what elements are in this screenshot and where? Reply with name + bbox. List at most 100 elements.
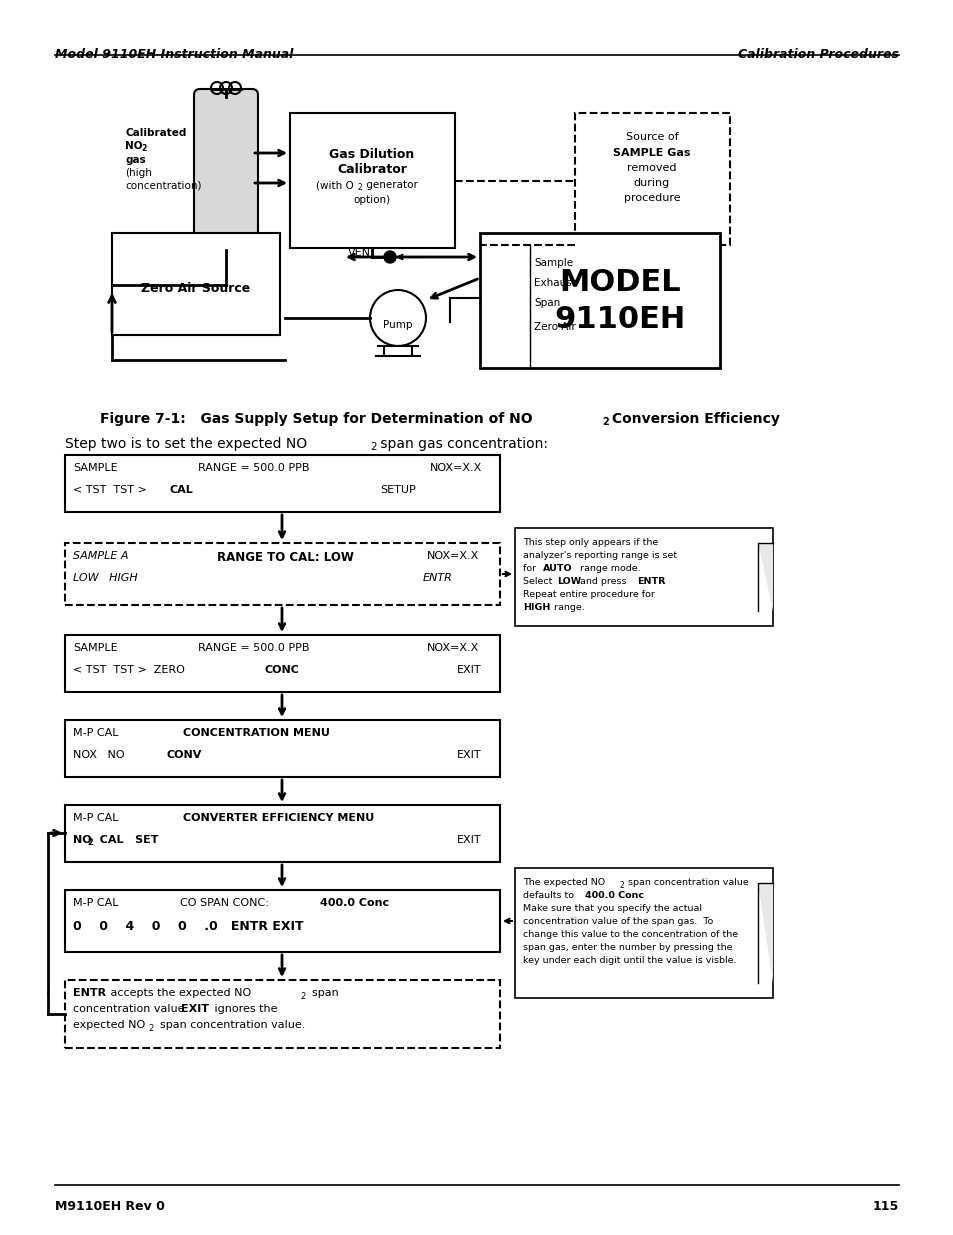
Text: procedure: procedure xyxy=(623,193,679,203)
Text: (high: (high xyxy=(125,168,152,178)
Text: 2: 2 xyxy=(141,144,146,153)
Text: 2: 2 xyxy=(299,992,305,1002)
Text: This step only appears if the: This step only appears if the xyxy=(522,538,658,547)
Text: NOX=X.X: NOX=X.X xyxy=(427,643,478,653)
Text: SAMPLE Gas: SAMPLE Gas xyxy=(613,148,690,158)
Text: span gas concentration:: span gas concentration: xyxy=(375,437,547,451)
Bar xyxy=(575,112,729,245)
Text: SETUP: SETUP xyxy=(379,485,416,495)
Text: CONV: CONV xyxy=(167,750,202,760)
Text: Span: Span xyxy=(534,298,559,308)
Text: key under each digit until the value is visble.: key under each digit until the value is … xyxy=(522,956,736,965)
Text: SAMPLE: SAMPLE xyxy=(73,463,117,473)
Text: range mode.: range mode. xyxy=(577,564,640,573)
Text: concentration value.: concentration value. xyxy=(73,1004,192,1014)
Text: 2: 2 xyxy=(619,881,624,890)
Text: CONC: CONC xyxy=(265,664,299,676)
Text: 2: 2 xyxy=(357,183,362,191)
Polygon shape xyxy=(758,883,772,983)
Bar xyxy=(65,890,499,952)
Text: 400.0 Conc: 400.0 Conc xyxy=(584,890,643,900)
Bar xyxy=(290,112,455,248)
Bar xyxy=(479,233,720,368)
Text: M-P CAL: M-P CAL xyxy=(73,727,118,739)
Text: LOW   HIGH: LOW HIGH xyxy=(73,573,137,583)
Text: Calibrator: Calibrator xyxy=(336,163,407,177)
Text: for: for xyxy=(522,564,538,573)
Text: change this value to the concentration of the: change this value to the concentration o… xyxy=(522,930,738,939)
Text: Repeat entire procedure for: Repeat entire procedure for xyxy=(522,590,654,599)
Text: Zero Air: Zero Air xyxy=(534,322,576,332)
Text: M-P CAL: M-P CAL xyxy=(73,898,118,908)
Text: span concentration value: span concentration value xyxy=(624,878,748,887)
Text: LOW: LOW xyxy=(557,577,580,585)
Text: 2: 2 xyxy=(601,417,608,427)
Bar xyxy=(515,868,772,998)
Text: RANGE = 500.0 PPB: RANGE = 500.0 PPB xyxy=(198,643,309,653)
Text: accepts the expected NO: accepts the expected NO xyxy=(107,988,251,998)
Bar xyxy=(112,233,280,335)
Text: EXIT: EXIT xyxy=(181,1004,209,1014)
Text: expected NO: expected NO xyxy=(73,1020,145,1030)
Text: ignores the: ignores the xyxy=(211,1004,277,1014)
Text: NOX=X.X: NOX=X.X xyxy=(427,551,478,561)
Text: Figure 7-1:   Gas Supply Setup for Determination of NO: Figure 7-1: Gas Supply Setup for Determi… xyxy=(100,412,532,426)
Text: M9110EH Rev 0: M9110EH Rev 0 xyxy=(55,1200,165,1213)
Text: NO: NO xyxy=(73,835,91,845)
Text: ENTR: ENTR xyxy=(637,577,664,585)
Text: during: during xyxy=(633,178,669,188)
Text: ENTR: ENTR xyxy=(73,988,106,998)
Text: gas: gas xyxy=(125,156,146,165)
Bar xyxy=(65,981,499,1049)
Text: HIGH: HIGH xyxy=(522,603,550,613)
Text: Zero Air Source: Zero Air Source xyxy=(141,282,251,295)
Text: defaults to: defaults to xyxy=(522,890,577,900)
Text: analyzer's reporting range is set: analyzer's reporting range is set xyxy=(522,551,677,559)
Text: span: span xyxy=(305,988,338,998)
Text: CAL: CAL xyxy=(170,485,193,495)
Text: RANGE TO CAL: LOW: RANGE TO CAL: LOW xyxy=(216,551,354,564)
Text: CONVERTER EFFICIENCY MENU: CONVERTER EFFICIENCY MENU xyxy=(183,813,374,823)
Circle shape xyxy=(384,251,395,263)
Text: span concentration value.: span concentration value. xyxy=(152,1020,305,1030)
Text: Source of: Source of xyxy=(625,132,678,142)
Text: SAMPLE: SAMPLE xyxy=(73,643,117,653)
Text: M-P CAL: M-P CAL xyxy=(73,813,118,823)
Bar xyxy=(65,543,499,605)
Text: VENT: VENT xyxy=(348,248,377,258)
Bar xyxy=(65,805,499,862)
Text: CO SPAN CONC:: CO SPAN CONC: xyxy=(180,898,273,908)
Text: The expected NO: The expected NO xyxy=(522,878,604,887)
Text: Calibrated: Calibrated xyxy=(125,128,186,138)
Bar xyxy=(65,720,499,777)
Text: Pump: Pump xyxy=(383,320,413,330)
Text: Conversion Efficiency: Conversion Efficiency xyxy=(606,412,779,426)
Text: span gas, enter the number by pressing the: span gas, enter the number by pressing t… xyxy=(522,944,732,952)
Text: CONCENTRATION MENU: CONCENTRATION MENU xyxy=(183,727,330,739)
Text: MODEL: MODEL xyxy=(558,268,680,296)
Text: Gas Dilution: Gas Dilution xyxy=(329,148,415,161)
Text: NOX=X.X: NOX=X.X xyxy=(430,463,482,473)
Text: NOX   NO: NOX NO xyxy=(73,750,132,760)
Text: Step two is to set the expected NO: Step two is to set the expected NO xyxy=(65,437,307,451)
Text: EXIT: EXIT xyxy=(456,664,481,676)
Text: 115: 115 xyxy=(872,1200,898,1213)
Text: < TST  TST >: < TST TST > xyxy=(73,485,150,495)
Text: 400.0 Conc: 400.0 Conc xyxy=(319,898,389,908)
Text: AUTO: AUTO xyxy=(542,564,572,573)
Bar xyxy=(65,635,499,692)
Text: SAMPLE A: SAMPLE A xyxy=(73,551,129,561)
Text: 2: 2 xyxy=(87,839,92,847)
Text: .: . xyxy=(662,577,665,585)
Text: Make sure that you specify the actual: Make sure that you specify the actual xyxy=(522,904,701,913)
Text: Calibration Procedures: Calibration Procedures xyxy=(738,48,898,61)
Text: RANGE = 500.0 PPB: RANGE = 500.0 PPB xyxy=(198,463,309,473)
FancyBboxPatch shape xyxy=(193,89,257,256)
Text: Model 9110EH Instruction Manual: Model 9110EH Instruction Manual xyxy=(55,48,294,61)
Text: 9110EH: 9110EH xyxy=(554,305,685,333)
Text: range.: range. xyxy=(551,603,584,613)
Text: NO: NO xyxy=(125,141,142,151)
Text: < TST  TST >  ZERO: < TST TST > ZERO xyxy=(73,664,185,676)
Text: Exhaust: Exhaust xyxy=(534,278,576,288)
Text: 0    0    4    0    0    .0   ENTR EXIT: 0 0 4 0 0 .0 ENTR EXIT xyxy=(73,920,303,932)
